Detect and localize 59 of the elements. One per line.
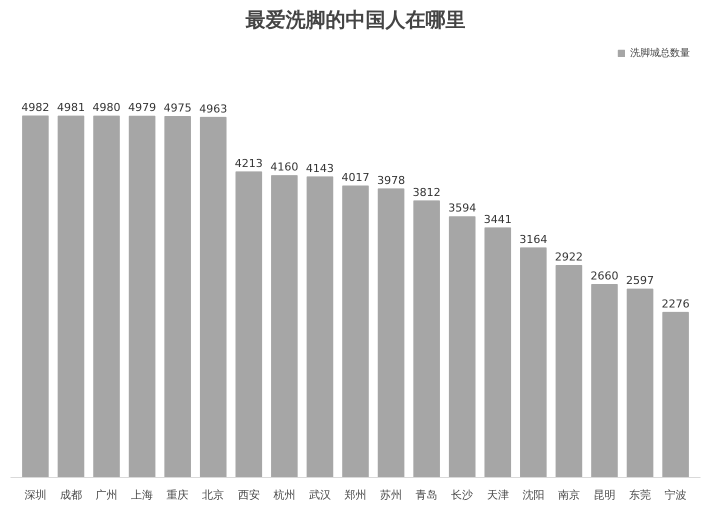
data-label: 3812 xyxy=(412,186,441,199)
bar xyxy=(271,175,298,478)
x-tick-label: 长沙 xyxy=(451,488,474,502)
bar xyxy=(128,116,156,478)
bar xyxy=(484,227,512,478)
chart-title: 最爱洗脚的中国人在哪里 xyxy=(244,8,466,32)
bar xyxy=(200,116,227,478)
data-label: 3441 xyxy=(484,212,512,226)
bar xyxy=(342,186,369,478)
x-tick-label: 郑州 xyxy=(344,488,366,502)
data-label: 4160 xyxy=(270,160,298,174)
data-label: 4975 xyxy=(164,102,192,115)
bar xyxy=(93,116,120,478)
bar xyxy=(556,264,582,478)
x-tick-label: 深圳 xyxy=(24,488,46,502)
data-label: 2660 xyxy=(590,270,618,282)
bar xyxy=(306,176,334,478)
x-tick-label: 昆明 xyxy=(593,488,616,502)
data-label: 4143 xyxy=(306,162,334,175)
data-label: 4963 xyxy=(199,102,228,116)
x-tick-label: 广州 xyxy=(96,488,118,502)
x-tick-label: 上海 xyxy=(131,488,154,502)
data-label: 3594 xyxy=(448,202,476,215)
x-tick-label: 杭州 xyxy=(272,488,296,502)
data-label: 2922 xyxy=(554,250,583,264)
x-tick-label: 天津 xyxy=(486,488,509,502)
x-tick-label: 苏州 xyxy=(380,488,402,502)
bar xyxy=(378,188,404,478)
data-label: 2276 xyxy=(662,297,690,310)
x-tick-label: 武汉 xyxy=(308,488,331,502)
data-label: 4017 xyxy=(342,171,370,184)
x-tick-label: 北京 xyxy=(202,488,224,502)
data-label: 3164 xyxy=(519,232,548,246)
bar xyxy=(662,312,689,478)
data-label: 2597 xyxy=(626,274,654,288)
bar xyxy=(448,216,476,478)
data-label: 3978 xyxy=(377,174,406,187)
bar xyxy=(235,171,262,478)
x-tick-label: 南京 xyxy=(558,488,580,502)
x-tick-label: 重庆 xyxy=(166,488,189,502)
x-tick-label: 东莞 xyxy=(629,488,652,502)
bar xyxy=(58,116,84,478)
data-label: 4213 xyxy=(234,156,263,170)
data-label: 4981 xyxy=(56,101,85,114)
legend-label: 洗脚城总数量 xyxy=(630,46,690,60)
bar xyxy=(520,247,547,478)
bar xyxy=(591,284,618,478)
bar xyxy=(22,116,49,478)
data-label: 4980 xyxy=(92,101,121,114)
data-label: 4979 xyxy=(128,101,156,114)
x-tick-label: 宁波 xyxy=(664,488,687,502)
data-label: 4982 xyxy=(21,101,50,114)
bar xyxy=(626,288,654,478)
x-tick-label: 青岛 xyxy=(416,488,438,502)
x-tick-label: 沈阳 xyxy=(522,488,544,502)
x-tick-label: 西安 xyxy=(238,488,260,502)
bar xyxy=(413,200,440,478)
bar xyxy=(164,116,191,478)
x-tick-label: 成都 xyxy=(60,488,82,502)
